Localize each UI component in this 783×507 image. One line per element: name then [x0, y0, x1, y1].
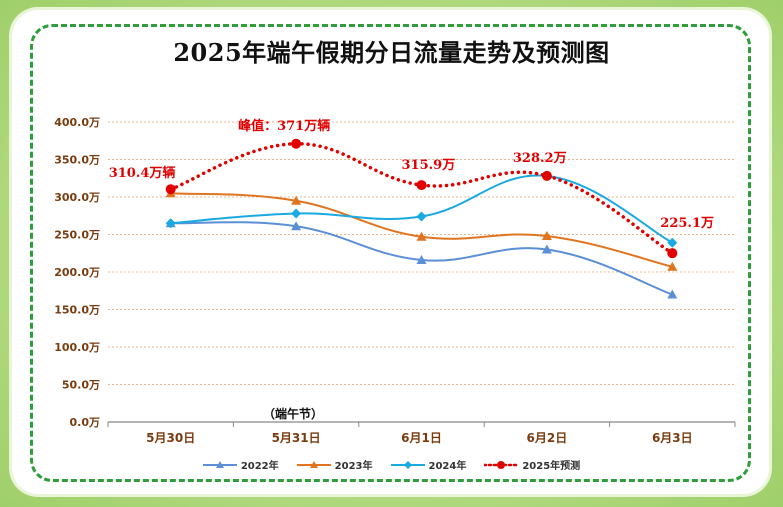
data-point-3: [667, 248, 678, 259]
legend-item-2024: 2024年: [390, 457, 467, 472]
data-point-3: [416, 180, 427, 191]
data-point-2: [165, 218, 176, 229]
y-tick-label: 400.0万: [54, 116, 100, 129]
x-tick-label: 6月3日: [652, 431, 693, 445]
data-point-0: [416, 255, 427, 264]
data-point-1: [667, 261, 678, 271]
data-point-2: [416, 211, 427, 222]
y-tick-label: 350.0万: [54, 154, 100, 167]
legend-label-2022: 2022年: [240, 461, 279, 472]
legend-marker-2023: [296, 460, 331, 468]
x-tick-label: 6月1日: [401, 431, 442, 445]
data-point-1: [416, 231, 427, 241]
data-point-2: [667, 237, 678, 248]
legend-item-2023: 2023年: [296, 457, 373, 472]
legend-marker-2025: [484, 460, 519, 469]
chart-card: [12, 10, 769, 494]
legend-label-2024: 2024年: [428, 461, 467, 472]
x-tick-label: 5月31日: [272, 431, 321, 445]
y-tick-label: 50.0万: [62, 379, 100, 392]
data-point-2: [291, 208, 302, 219]
legend-item-2025: 2025年预测: [484, 457, 580, 472]
y-tick-label: 300.0万: [54, 191, 100, 204]
data-point-3: [541, 170, 552, 181]
category-note: （端午节）: [263, 407, 324, 421]
y-tick-label: 200.0万: [54, 266, 100, 279]
data-label: 315.9万: [402, 158, 456, 173]
data-label: 峰值：371万辆: [238, 118, 330, 134]
data-point-0: [667, 289, 678, 299]
legend-label-2023: 2023年: [334, 461, 373, 472]
x-tick-label: 5月30日: [146, 431, 195, 445]
dashed-border: [30, 24, 751, 482]
data-point-1: [291, 195, 302, 205]
data-label: 328.2万: [513, 151, 567, 166]
legend: 2022年 2023年 2024年 2025年预测: [0, 457, 783, 472]
x-tick-label: 6月2日: [527, 431, 568, 445]
legend-label-2025: 2025年预测: [522, 461, 581, 472]
chart-title: 2025年端午假期分日流量走势及预测图: [173, 38, 610, 67]
legend-item-2022: 2022年: [202, 457, 279, 472]
data-point-1: [541, 231, 552, 240]
data-label: 310.4万辆: [109, 165, 176, 181]
y-tick-label: 150.0万: [54, 304, 100, 317]
data-point-0: [291, 221, 302, 231]
data-point-3: [291, 138, 302, 149]
y-tick-label: 250.0万: [54, 229, 100, 242]
data-label: 225.1万: [660, 216, 714, 231]
y-tick-label: 0.0万: [70, 416, 101, 429]
y-tick-label: 100.0万: [54, 341, 100, 354]
data-point-0: [541, 244, 552, 254]
legend-marker-2024: [390, 460, 425, 469]
data-point-3: [165, 184, 176, 195]
legend-marker-2022: [202, 460, 237, 468]
